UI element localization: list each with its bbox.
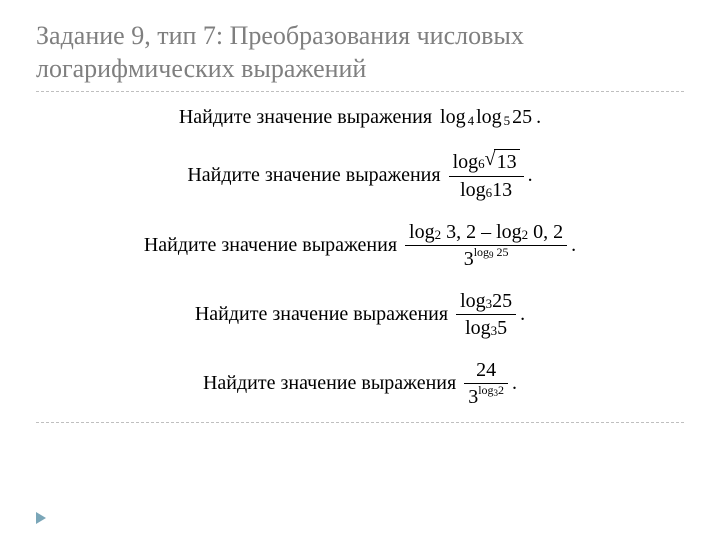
log: log (476, 106, 502, 129)
problem-4: Найдите значение выражения log325 log35 … (195, 290, 525, 339)
expression-1: log4log525. (440, 106, 541, 129)
power-exponent: log9 25 (474, 246, 509, 259)
fraction: log6 √ 13 log613 (449, 149, 524, 201)
numerator-value: 24 (476, 359, 496, 381)
log-base: 5 (504, 113, 511, 129)
log: log (478, 384, 493, 397)
slide: Задание 9, тип 7: Преобразования числовы… (0, 0, 720, 540)
log: log (440, 106, 466, 129)
problem-5: Найдите значение выражения 24 3log32 . (203, 359, 517, 408)
log-arg: 25 (497, 246, 509, 259)
denominator: log35 (461, 317, 511, 339)
log-arg: 0, 2 (533, 221, 563, 243)
lead-text: Найдите значение выражения (187, 164, 440, 187)
log: log (474, 246, 489, 259)
problem-3: Найдите значение выражения log2 3, 2 – l… (144, 221, 576, 270)
log-arg: 2 (498, 384, 504, 397)
numerator: 24 (472, 359, 500, 381)
period: . (520, 303, 525, 326)
log-arg: 5 (497, 317, 507, 339)
fraction-line (456, 314, 516, 315)
numerator: log2 3, 2 – log2 0, 2 (405, 221, 567, 243)
problem-2: Найдите значение выражения log6 √ 13 log… (187, 149, 532, 201)
log-base: 3 (491, 324, 498, 338)
power-base: 3 (464, 248, 474, 270)
lead-text: Найдите значение выражения (179, 106, 432, 129)
power-exponent: log32 (478, 384, 504, 397)
period: . (536, 106, 541, 129)
fraction: 24 3log32 (464, 359, 508, 408)
slide-title: Задание 9, тип 7: Преобразования числовы… (36, 20, 684, 85)
log-base: 6 (486, 186, 493, 200)
expression-4: log325 log35 . (456, 290, 525, 339)
divider-bottom (36, 422, 684, 423)
log: log (496, 221, 522, 243)
radicand: 13 (494, 149, 520, 174)
fraction-line (449, 176, 524, 177)
log-arg: 13 (492, 179, 512, 201)
log-base: 2 (435, 228, 442, 242)
lead-text: Найдите значение выражения (203, 372, 456, 395)
log-base: 2 (522, 228, 529, 242)
log-base: 4 (468, 113, 475, 129)
content-area: Найдите значение выражения log4log525. Н… (36, 106, 684, 408)
numerator: log325 (456, 290, 516, 312)
denominator: 3log32 (464, 386, 508, 408)
fraction: log2 3, 2 – log2 0, 2 3log9 25 (405, 221, 567, 270)
log: log (453, 151, 479, 173)
log-arg: 3, 2 (446, 221, 476, 243)
period: . (528, 164, 533, 187)
log-arg: 25 (512, 106, 532, 129)
fraction: log325 log35 (456, 290, 516, 339)
divider-top (36, 91, 684, 92)
period: . (571, 234, 576, 257)
expression-5: 24 3log32 . (464, 359, 517, 408)
log: log (460, 290, 486, 312)
log-base: 9 (489, 251, 494, 261)
denominator: 3log9 25 (460, 248, 513, 270)
expression-3: log2 3, 2 – log2 0, 2 3log9 25 . (405, 221, 576, 270)
power-base: 3 (468, 386, 478, 408)
log-base: 6 (478, 157, 485, 171)
slide-marker-icon (36, 512, 46, 524)
lead-text: Найдите значение выражения (144, 234, 397, 257)
minus: – (481, 221, 491, 243)
denominator: log613 (456, 179, 516, 201)
numerator: log6 √ 13 (449, 149, 524, 174)
log: log (409, 221, 435, 243)
expression-2: log6 √ 13 log613 . (449, 149, 533, 201)
period: . (512, 372, 517, 395)
log: log (460, 179, 486, 201)
sqrt: √ 13 (485, 149, 520, 174)
log: log (465, 317, 491, 339)
log-base: 3 (486, 297, 493, 311)
log-base: 3 (494, 389, 499, 399)
problem-1: Найдите значение выражения log4log525. (179, 106, 541, 129)
log-arg: 25 (492, 290, 512, 312)
lead-text: Найдите значение выражения (195, 303, 448, 326)
